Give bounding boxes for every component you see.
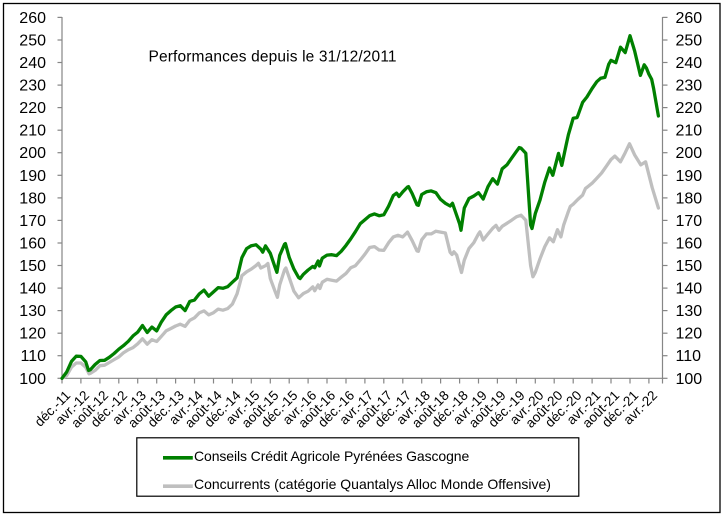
svg-text:130: 130	[19, 303, 46, 320]
svg-text:240: 240	[19, 55, 46, 72]
svg-text:200: 200	[676, 145, 703, 162]
svg-text:Conseils Crédit Agricole Pyrén: Conseils Crédit Agricole Pyrénées Gascog…	[194, 448, 469, 464]
svg-text:Performances depuis le 31/12/2: Performances depuis le 31/12/2011	[149, 49, 397, 66]
svg-text:150: 150	[676, 258, 703, 275]
svg-text:230: 230	[19, 78, 46, 95]
svg-text:260: 260	[19, 10, 46, 27]
svg-text:220: 220	[19, 100, 46, 117]
svg-text:Concurrents (catégorie Quantal: Concurrents (catégorie Quantalys Alloc M…	[194, 476, 551, 492]
svg-text:100: 100	[676, 371, 703, 388]
svg-text:190: 190	[19, 168, 46, 185]
svg-text:170: 170	[676, 213, 703, 230]
svg-text:180: 180	[676, 190, 703, 207]
svg-text:120: 120	[19, 326, 46, 343]
svg-text:160: 160	[19, 236, 46, 253]
svg-text:130: 130	[676, 303, 703, 320]
svg-text:190: 190	[676, 168, 703, 185]
svg-text:170: 170	[19, 213, 46, 230]
svg-text:210: 210	[19, 123, 46, 140]
svg-text:160: 160	[676, 236, 703, 253]
svg-text:260: 260	[676, 10, 703, 27]
svg-text:250: 250	[19, 33, 46, 50]
svg-text:140: 140	[676, 281, 703, 298]
svg-text:230: 230	[676, 78, 703, 95]
svg-text:100: 100	[19, 371, 46, 388]
svg-text:240: 240	[676, 55, 703, 72]
svg-text:150: 150	[19, 258, 46, 275]
svg-text:250: 250	[676, 33, 703, 50]
svg-text:120: 120	[676, 326, 703, 343]
svg-text:110: 110	[20, 348, 46, 365]
svg-text:210: 210	[676, 123, 703, 140]
svg-text:180: 180	[19, 190, 46, 207]
svg-text:200: 200	[19, 145, 46, 162]
svg-text:140: 140	[19, 281, 46, 298]
svg-text:220: 220	[676, 100, 703, 117]
svg-text:110: 110	[676, 348, 702, 365]
